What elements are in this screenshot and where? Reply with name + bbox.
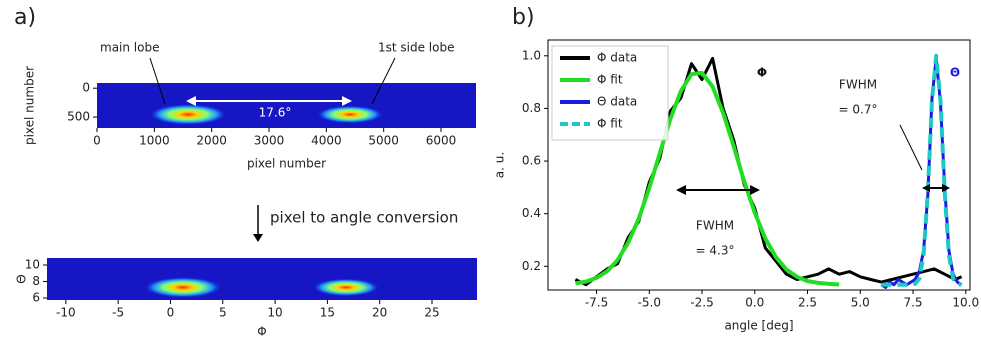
annotation: Θ (950, 66, 960, 80)
x-tick-label: 6000 (426, 134, 457, 148)
series-line (881, 58, 961, 287)
x-tick-label: 0.0 (745, 296, 764, 310)
x-tick-label: -7.5 (585, 296, 608, 310)
fwhm-arrow-head (676, 185, 686, 195)
y-tick-label: 500 (67, 110, 90, 124)
x-tick-label: 0 (93, 134, 101, 148)
y-tick-label: 8 (32, 274, 40, 288)
annotation: 17.6° (259, 106, 292, 120)
legend-label: Θ data (597, 95, 637, 109)
legend-label: Φ fit (597, 73, 623, 87)
conversion-arrow-head (253, 234, 263, 242)
x-tick-label: 2000 (196, 134, 227, 148)
y-axis-label: pixel number (23, 66, 37, 145)
y-tick-label: 10 (25, 258, 40, 272)
x-tick-label: -10 (56, 306, 76, 320)
y-tick-label: 6 (32, 291, 40, 305)
x-tick-label: 2.5 (798, 296, 817, 310)
legend-label: Φ fit (597, 117, 623, 131)
panel-label: b) (512, 5, 535, 30)
panel-label: a) (14, 5, 36, 30)
x-tick-label: 0 (167, 306, 175, 320)
x-tick-label: 5000 (368, 134, 399, 148)
figure: a) b) pixel to angle conversion 01000200… (0, 0, 981, 356)
x-axis-label: pixel number (247, 157, 326, 171)
x-tick-label: 4000 (311, 134, 342, 148)
annotation: FWHM (839, 78, 877, 92)
y-tick-label: 0.8 (522, 101, 541, 115)
heatmap-background (47, 258, 477, 300)
x-tick-label: -5.0 (638, 296, 661, 310)
heatmap-spot (316, 106, 383, 124)
x-tick-label: 15 (320, 306, 335, 320)
heatmap-spot (149, 104, 227, 125)
y-tick-label: 0.2 (522, 259, 541, 273)
x-tick-label: 10.0 (952, 296, 979, 310)
page: a) b) pixel to angle conversion 01000200… (0, 0, 981, 356)
x-tick-label: 10 (267, 306, 282, 320)
annotation: = 4.3° (696, 244, 735, 258)
x-tick-label: -2.5 (690, 296, 713, 310)
x-axis-label: Φ (257, 325, 266, 339)
y-tick-label: 0.6 (522, 154, 541, 168)
annotation: main lobe (100, 41, 159, 55)
pointer (900, 125, 922, 170)
heatmap-spot (312, 278, 379, 296)
x-tick-label: 5.0 (851, 296, 870, 310)
annotation: FWHM (696, 219, 734, 233)
x-tick-label: 5 (219, 306, 227, 320)
annotation: 1st side lobe (378, 41, 454, 55)
y-axis-label: a. u. (493, 152, 507, 178)
x-axis-label: angle [deg] (724, 319, 793, 333)
y-axis-label: Θ (15, 274, 29, 283)
y-tick-label: 1.0 (522, 48, 541, 62)
x-tick-label: 1000 (139, 134, 170, 148)
conversion-label: pixel to angle conversion (270, 209, 458, 227)
annotation: = 0.7° (839, 103, 878, 117)
fwhm-arrow-head (750, 185, 760, 195)
annotation: Φ (757, 66, 767, 80)
x-tick-label: 25 (424, 306, 439, 320)
x-tick-label: 7.5 (903, 296, 922, 310)
y-tick-label: 0.4 (522, 206, 541, 220)
x-tick-label: -5 (112, 306, 124, 320)
x-tick-label: 3000 (254, 134, 285, 148)
x-tick-label: 20 (372, 306, 387, 320)
legend-label: Φ data (597, 51, 637, 65)
heatmap-spot (144, 277, 222, 298)
y-tick-label: 0 (82, 81, 90, 95)
